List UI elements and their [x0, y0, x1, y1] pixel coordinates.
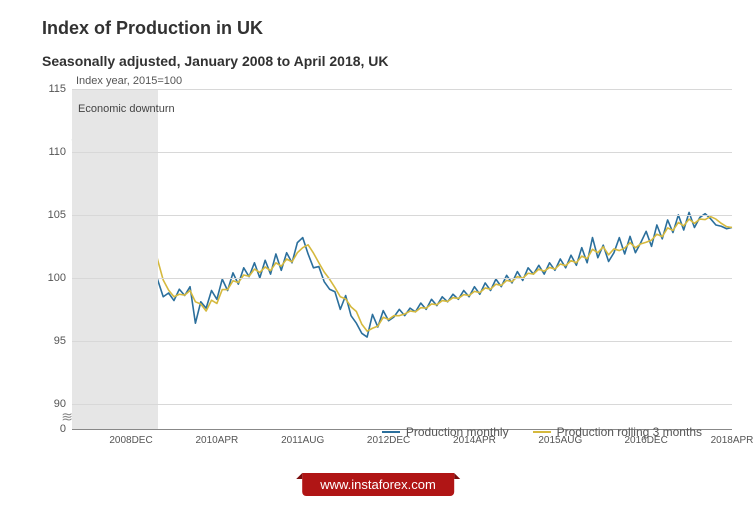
- x-tick-label: 2010APR: [195, 429, 238, 446]
- chart-container: Index of Production in UK Seasonally adj…: [0, 0, 756, 512]
- legend-item-monthly: Production monthly: [382, 425, 509, 439]
- grid-line: [72, 278, 732, 279]
- y-tick-label: 105: [48, 209, 72, 221]
- y-tick-label: 110: [48, 146, 72, 158]
- chart-area: Economic downturn9095100105110115≋02008D…: [42, 89, 742, 469]
- x-tick-label: 2008DEC: [109, 429, 152, 446]
- legend: Production monthly Production rolling 3 …: [382, 425, 702, 439]
- grid-line: [72, 404, 732, 405]
- x-tick-label: 2018APR: [711, 429, 754, 446]
- line-chart-svg: [72, 89, 732, 429]
- y-tick-label: 100: [48, 272, 72, 284]
- grid-line: [72, 341, 732, 342]
- grid-line: [72, 152, 732, 153]
- recession-band: [72, 89, 158, 429]
- grid-line: [72, 215, 732, 216]
- downturn-label: Economic downturn: [78, 103, 175, 115]
- plot-region: Economic downturn9095100105110115≋02008D…: [72, 89, 732, 430]
- chart-title: Index of Production in UK: [42, 18, 738, 39]
- legend-label-rolling: Production rolling 3 months: [557, 425, 702, 439]
- chart-subtitle: Seasonally adjusted, January 2008 to Apr…: [42, 53, 738, 69]
- series-line: [72, 137, 732, 337]
- watermark-text: www.instaforex.com: [320, 477, 436, 492]
- y-tick-label: 115: [48, 83, 72, 95]
- legend-swatch-monthly: [382, 431, 400, 433]
- y-tick-label: 95: [54, 335, 72, 347]
- x-tick-label: 2011AUG: [281, 429, 324, 446]
- grid-line: [72, 89, 732, 90]
- watermark-badge: www.instaforex.com: [302, 473, 454, 496]
- legend-label-monthly: Production monthly: [406, 425, 509, 439]
- legend-swatch-rolling: [533, 431, 551, 433]
- y-tick-label: 0: [60, 423, 72, 435]
- legend-item-rolling: Production rolling 3 months: [533, 425, 702, 439]
- index-year-note: Index year, 2015=100: [76, 75, 738, 87]
- series-line: [72, 139, 732, 331]
